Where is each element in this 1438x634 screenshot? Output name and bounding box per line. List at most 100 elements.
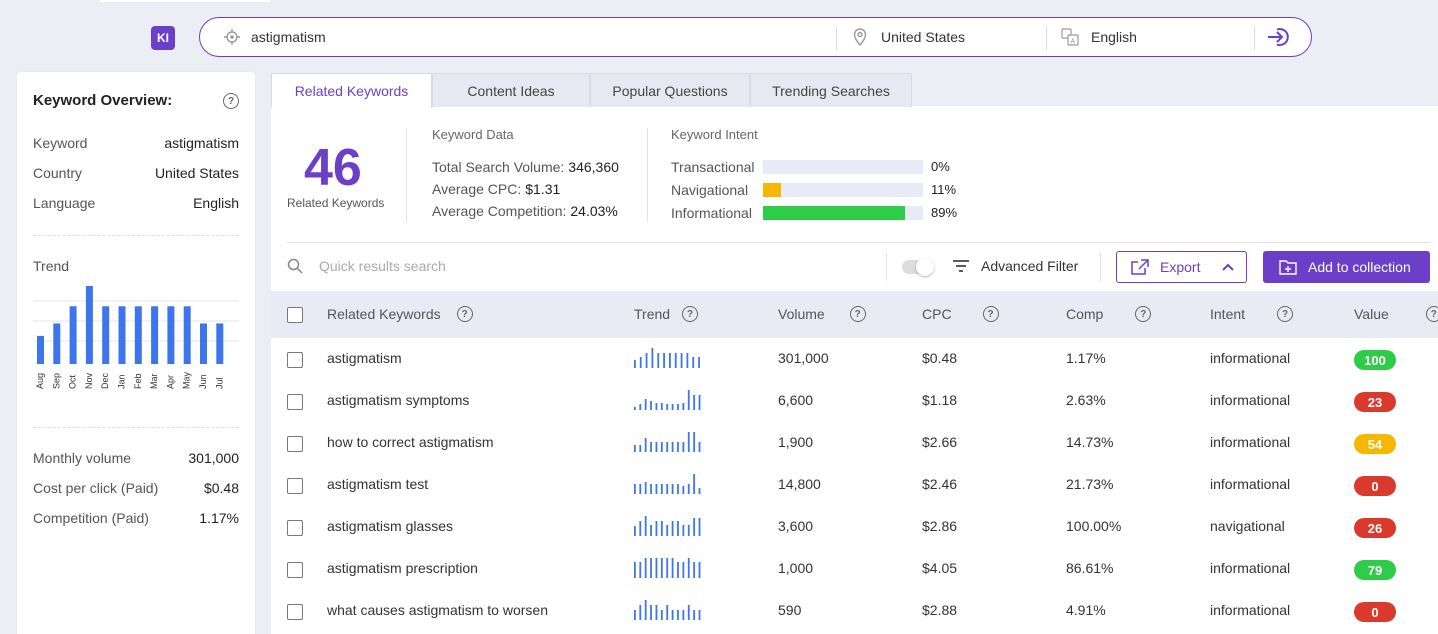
- row-comp: 14.73%: [1066, 434, 1114, 450]
- row-keyword[interactable]: astigmatism glasses: [327, 518, 454, 534]
- row-cpc: $2.46: [922, 476, 958, 492]
- sparkline-bar: [698, 442, 701, 452]
- row-volume: 3,600: [778, 518, 814, 534]
- sparkline-bar: [655, 605, 658, 620]
- tab-related-keywords[interactable]: Related Keywords: [271, 73, 432, 108]
- row-checkbox[interactable]: [287, 436, 303, 452]
- tab-trending-searches[interactable]: Trending Searches: [750, 73, 912, 107]
- row-keyword[interactable]: astigmatism: [327, 350, 402, 366]
- column-header-trend[interactable]: Trend?: [634, 306, 699, 322]
- sparkline-bar: [644, 600, 647, 620]
- row-checkbox[interactable]: [287, 604, 303, 620]
- svg-text:A: A: [1071, 39, 1076, 46]
- language-value: English: [1091, 29, 1137, 45]
- column-header-value[interactable]: Value?: [1354, 306, 1438, 322]
- search-icon: [287, 258, 303, 274]
- column-header-cpc[interactable]: CPC?: [922, 306, 999, 322]
- filter-toggle[interactable]: [902, 258, 934, 276]
- sparkline-bar: [660, 610, 663, 620]
- sparkline-bar: [698, 610, 701, 620]
- row-cpc: $2.66: [922, 434, 958, 450]
- divider: [886, 253, 887, 281]
- sparkline-bar: [698, 395, 701, 410]
- row-checkbox[interactable]: [287, 394, 303, 410]
- value-badge: 79: [1354, 560, 1396, 580]
- intent-bar: [763, 159, 923, 174]
- sparkline-bar: [671, 484, 674, 494]
- intent-bar: [763, 182, 923, 197]
- sparkline-bar: [650, 558, 652, 578]
- related-keyword-count-label: Related Keywords: [287, 196, 385, 210]
- sparkline-bar: [634, 610, 636, 620]
- sparkline-bar: [634, 484, 636, 494]
- column-header-volume[interactable]: Volume?: [778, 306, 866, 322]
- column-header-intent[interactable]: Intent?: [1210, 306, 1294, 322]
- row-keyword[interactable]: how to correct astigmatism: [327, 434, 494, 450]
- trend-bar: [118, 306, 126, 364]
- row-cpc: $4.05: [922, 560, 958, 576]
- row-keyword[interactable]: astigmatism symptoms: [327, 392, 470, 408]
- divider: [836, 26, 837, 50]
- row-cpc: $2.88: [922, 602, 958, 618]
- column-header-keywords[interactable]: Related Keywords?: [327, 306, 473, 322]
- row-checkbox[interactable]: [287, 478, 303, 494]
- intent-row: Transactional 0%: [671, 158, 950, 175]
- language-select[interactable]: A English: [1047, 18, 1257, 56]
- sparkline-bar: [671, 558, 674, 578]
- sparkline-bar: [634, 445, 636, 452]
- top-accent-line: [100, 0, 270, 2]
- filter-icon: [953, 260, 969, 272]
- row-checkbox[interactable]: [287, 520, 303, 536]
- row-volume: 590: [778, 602, 802, 618]
- sparkline-bar: [698, 357, 700, 368]
- search-submit-button[interactable]: [1266, 25, 1292, 49]
- row-keyword[interactable]: what causes astigmatism to worsen: [327, 602, 548, 618]
- country-select[interactable]: United States: [837, 18, 1047, 56]
- advanced-filter-button[interactable]: Advanced Filter: [952, 258, 1078, 274]
- sparkline-bar: [693, 432, 696, 452]
- select-all-checkbox[interactable]: [287, 307, 303, 323]
- row-keyword[interactable]: astigmatism prescription: [327, 560, 478, 576]
- keyword-input[interactable]: astigmatism: [251, 29, 326, 45]
- help-icon: ?: [1135, 306, 1152, 322]
- sparkline-bar: [663, 353, 665, 368]
- quick-search[interactable]: Quick results search: [287, 258, 446, 274]
- row-cpc: $1.18: [922, 392, 958, 408]
- sparkline-bar: [660, 403, 663, 410]
- keyword-input-segment[interactable]: astigmatism: [200, 18, 837, 56]
- keyword-data-title: Keyword Data: [432, 127, 514, 142]
- chevron-up-icon: [1222, 263, 1235, 271]
- sparkline-bar: [644, 516, 647, 536]
- trend-label: Trend: [33, 258, 70, 274]
- quick-search-placeholder[interactable]: Quick results search: [319, 258, 446, 274]
- help-icon[interactable]: ?: [223, 93, 239, 109]
- export-button[interactable]: Export: [1116, 251, 1247, 283]
- sparkline-bar: [657, 353, 660, 368]
- add-to-collection-button[interactable]: Add to collection: [1263, 251, 1430, 283]
- intent-row: Navigational 11%: [671, 181, 956, 198]
- sparkline-bar: [634, 562, 636, 578]
- translate-icon: A: [1061, 28, 1079, 46]
- tab-popular-questions[interactable]: Popular Questions: [590, 73, 750, 107]
- sparkline-bar: [686, 353, 689, 368]
- keyword-data-row: Average Competition: 24.03%: [432, 203, 618, 219]
- column-header-comp[interactable]: Comp?: [1066, 306, 1152, 322]
- trend-month-label: Aug: [35, 373, 45, 389]
- sparkline-bar: [698, 562, 701, 578]
- help-icon: ?: [849, 306, 866, 322]
- sparkline-bar: [655, 442, 658, 452]
- row-keyword[interactable]: astigmatism test: [327, 476, 429, 492]
- sparkline-bar: [655, 521, 658, 536]
- row-checkbox[interactable]: [287, 352, 303, 368]
- app-logo[interactable]: KI: [151, 26, 175, 50]
- divider: [647, 128, 648, 222]
- tab-content-ideas[interactable]: Content Ideas: [432, 73, 590, 107]
- sparkline-bar: [666, 404, 669, 410]
- sparkline-bar: [639, 445, 642, 452]
- sparkline-bar: [650, 484, 652, 494]
- trend-month-label: Nov: [84, 372, 94, 389]
- intent-percent: 89%: [931, 205, 958, 220]
- divider: [287, 242, 1430, 243]
- row-checkbox[interactable]: [287, 562, 303, 578]
- sparkline-bar: [669, 353, 671, 368]
